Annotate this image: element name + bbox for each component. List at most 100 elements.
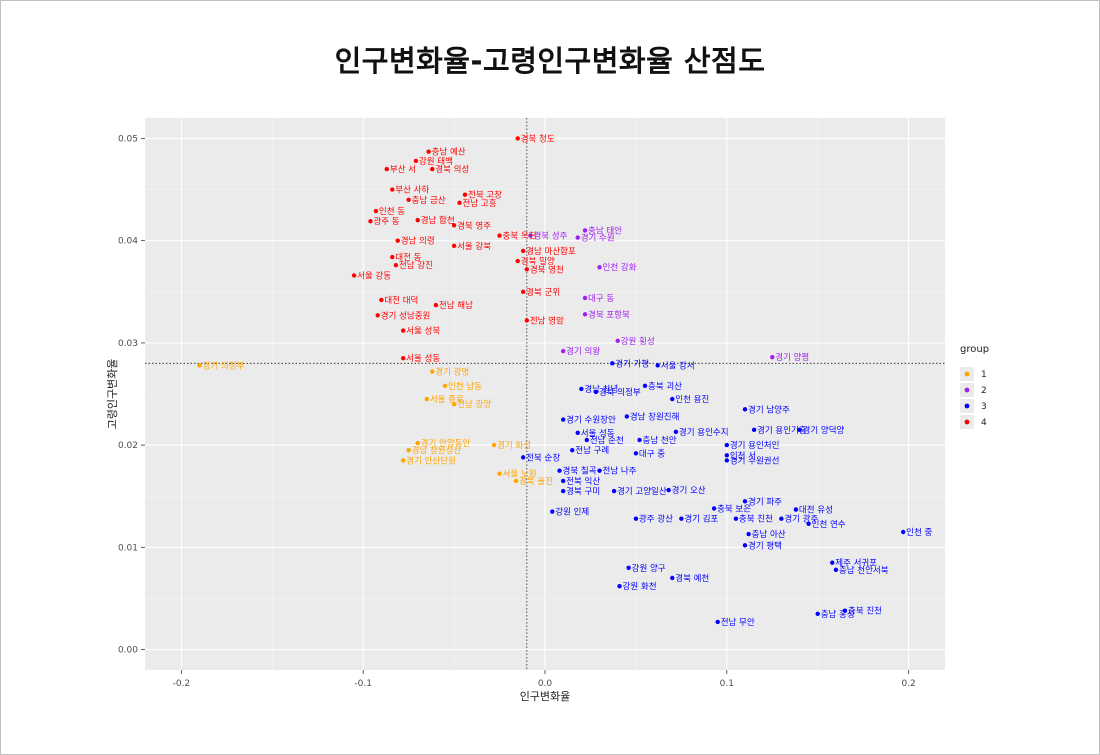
data-point (513, 478, 519, 484)
point-label: 경기 용인수지 (679, 427, 729, 438)
data-point (579, 386, 584, 392)
data-point (400, 458, 406, 463)
data-point (670, 396, 675, 402)
data-point (491, 442, 497, 448)
data-point (557, 468, 562, 473)
point-label: 광주 동 (373, 216, 399, 227)
data-point (711, 506, 717, 511)
data-point (515, 136, 520, 141)
x-axis-ticks: -0.2 -0.1 0.0 0.1 0.2 (173, 670, 916, 689)
data-point (582, 312, 588, 317)
legend-title: group (960, 344, 989, 355)
point-label: 경북 구미 (566, 486, 600, 497)
point-label: 서울 강북 (457, 241, 491, 252)
data-point (570, 448, 575, 453)
data-point (642, 383, 648, 389)
data-point (637, 437, 642, 443)
point-label: 경북 군위 (526, 287, 560, 298)
point-label: 전남 순천 (590, 435, 624, 446)
data-point (751, 427, 757, 432)
point-label: 전남 광양 (457, 399, 491, 410)
data-point (524, 318, 530, 323)
data-point (633, 451, 639, 456)
data-point (584, 437, 590, 443)
y-tick-label: 0.05 (118, 134, 138, 144)
point-label: 경남 창원진해 (630, 411, 680, 422)
data-point (451, 223, 457, 228)
data-point (497, 471, 502, 476)
data-point (742, 499, 748, 504)
point-label: 전남 영암 (530, 315, 564, 326)
point-label: 경기 평택 (748, 540, 782, 551)
point-label: 경기 수원 (581, 233, 615, 244)
grid-major (145, 118, 945, 670)
legend-swatch (964, 371, 970, 377)
data-point (724, 442, 730, 448)
data-point (900, 529, 906, 535)
data-point (462, 192, 468, 197)
point-label: 서울 노원 (503, 470, 537, 480)
legend: group 1 2 3 4 (960, 344, 989, 429)
data-point (406, 197, 411, 202)
data-point (379, 297, 384, 303)
point-label: 충남 천안 (643, 435, 677, 446)
data-point (451, 243, 457, 248)
data-point (575, 430, 580, 436)
point-label: 전남 해남 (439, 300, 473, 311)
data-point (610, 361, 615, 366)
point-label: 경기 수원장안 (566, 415, 616, 426)
point-label: 서울 성동 (406, 354, 440, 364)
point-label: 충남 예산 (432, 147, 466, 158)
legend-label: 2 (981, 386, 987, 396)
data-point (724, 458, 730, 463)
data-point (384, 166, 390, 172)
data-point (611, 488, 617, 494)
data-point (528, 233, 533, 238)
point-label: 인천 동 (379, 206, 405, 217)
data-point (197, 363, 202, 368)
point-label: 경기 용인기흥 (757, 425, 807, 436)
point-label: 대전 유성 (799, 505, 833, 516)
data-point (679, 516, 684, 521)
point-label: 경북 칠곡 (563, 466, 597, 477)
data-point (670, 575, 675, 581)
point-label: 경북 의성 (435, 164, 469, 175)
point-label: 전남 무안 (721, 617, 755, 628)
x-tick-label: -0.1 (354, 679, 372, 689)
point-label: 서울 종로 (430, 395, 464, 405)
point-label: 인천 중 (906, 527, 932, 538)
data-point (626, 565, 631, 570)
point-label: 경기 오산 (672, 485, 706, 496)
data-point (368, 219, 373, 224)
data-point (415, 218, 420, 223)
data-point (550, 509, 555, 514)
data-point (415, 440, 420, 446)
point-label: 전남 강진 (399, 260, 433, 271)
y-tick-label: 0.00 (118, 646, 138, 656)
point-label: 강원 태백 (419, 156, 453, 167)
data-point (442, 383, 448, 389)
data-point (424, 396, 430, 402)
data-point (582, 228, 588, 233)
point-label: 경북 영주 (457, 220, 491, 231)
point-label: 경남 창녕 (584, 384, 618, 395)
y-tick-label: 0.01 (118, 543, 138, 553)
data-point (733, 516, 739, 521)
data-point (406, 448, 411, 453)
point-label: 충북 옥천 (503, 231, 537, 242)
reference-lines (145, 118, 945, 670)
point-label: 경북 의정부 (599, 387, 641, 398)
point-label: 대전 동 (395, 252, 421, 263)
point-label: 충북 보은 (717, 504, 751, 514)
x-tick-label: 0.1 (720, 679, 734, 689)
y-axis-ticks: 0.00 0.01 0.02 0.03 0.04 0.05 (118, 134, 145, 656)
point-label: 전북 익산 (566, 476, 600, 487)
data-point (393, 263, 399, 268)
legend-swatch (964, 387, 970, 393)
y-tick-label: 0.04 (118, 237, 138, 247)
data-point (560, 417, 566, 422)
data-point (815, 611, 820, 616)
point-label: 경기 의왕 (566, 346, 600, 357)
point-label: 경북 예천 (675, 573, 709, 584)
